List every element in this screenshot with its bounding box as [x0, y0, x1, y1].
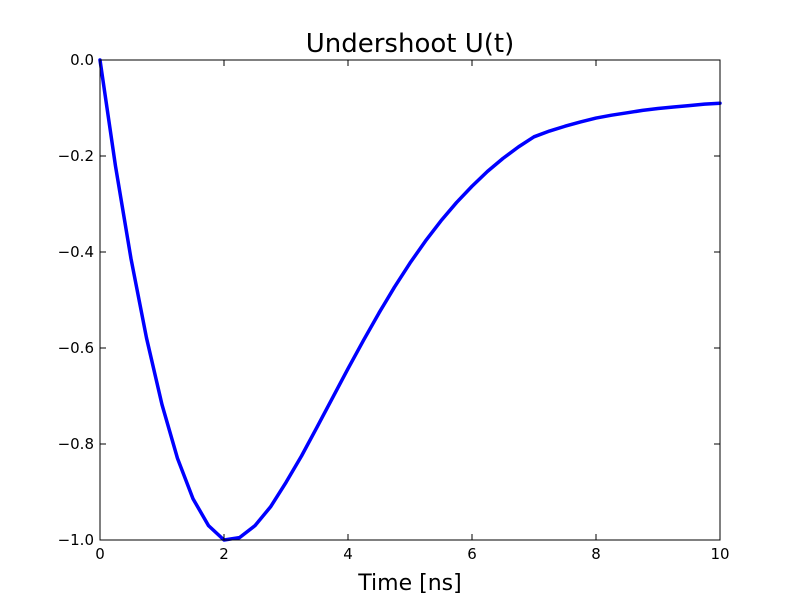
- x-tick-label: 6: [467, 545, 477, 563]
- chart-title: Undershoot U(t): [306, 29, 515, 59]
- x-tick-label: 0: [95, 545, 105, 563]
- x-axis-label: Time [ns]: [357, 571, 461, 596]
- x-tick-label: 8: [591, 545, 601, 563]
- plot-area: 0 2 4 6 8 10 0.0 −0.2 −0.4 −0.6 −0.8 −1.0: [58, 51, 730, 563]
- x-tick-label: 4: [343, 545, 353, 563]
- y-tick-label: −0.4: [58, 243, 94, 261]
- axes-frame: [99, 59, 721, 541]
- x-tick-label: 2: [219, 545, 229, 563]
- y-tick-label: −0.8: [58, 435, 94, 453]
- y-tick-label: −0.6: [58, 339, 94, 357]
- y-tick-label: −1.0: [58, 531, 94, 549]
- x-tick-label: 10: [710, 545, 729, 563]
- series-line-0: [98, 58, 722, 542]
- y-tick-label: 0.0: [70, 51, 94, 69]
- y-tick-label: −0.2: [58, 147, 94, 165]
